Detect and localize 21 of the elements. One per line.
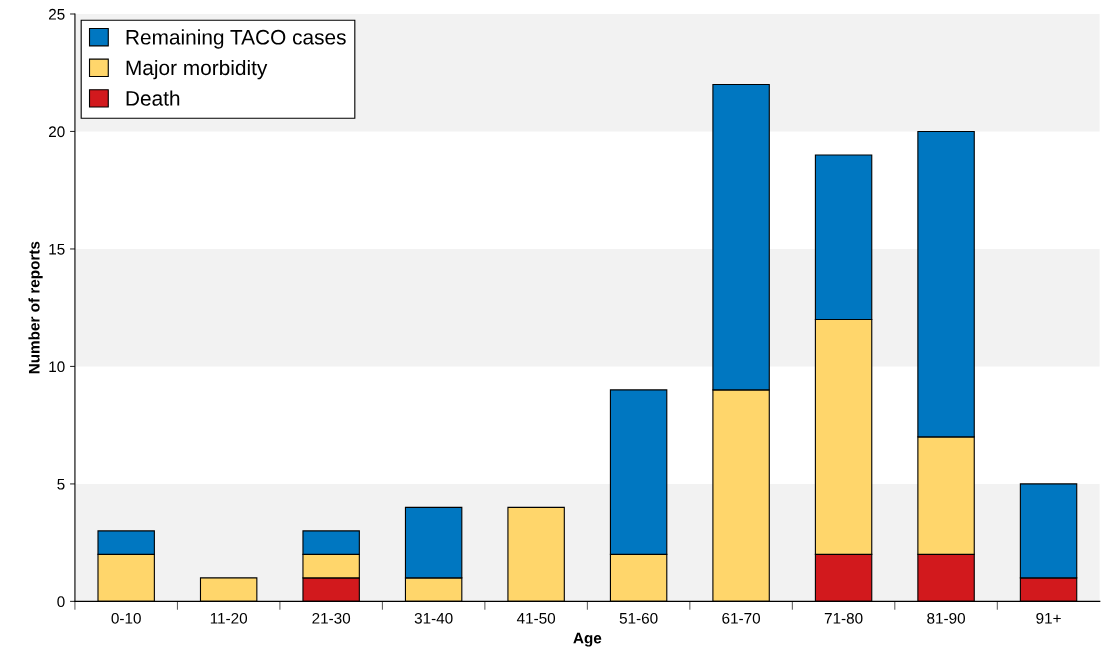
y-tick-label: 15 <box>49 243 65 255</box>
x-tick-label: 61-70 <box>722 612 761 624</box>
y-tick-label: 20 <box>48 126 65 138</box>
x-tick-label: 31-40 <box>414 612 453 624</box>
y-tick-label: 5 <box>57 478 65 490</box>
x-tick-label: 21-30 <box>312 612 351 624</box>
x-tick-label: 51-60 <box>619 612 658 624</box>
y-tick-label: 25 <box>48 8 65 20</box>
legend-label: Remaining TACO cases <box>126 29 346 49</box>
x-tick-label: 91+ <box>1036 612 1061 624</box>
x-tick-label: 71-80 <box>824 612 863 624</box>
x-tick-label: 41-50 <box>516 612 556 624</box>
x-tick-label: 0-10 <box>111 612 141 624</box>
x-tick-label: 11-20 <box>210 612 248 624</box>
y-tick-label: 0 <box>57 596 65 608</box>
x-tick-label: 81-90 <box>927 612 966 624</box>
x-axis-title: Age <box>573 632 602 647</box>
y-axis-title: Number of reports <box>28 241 43 374</box>
legend-label: Major morbidity <box>126 59 268 80</box>
y-tick-label: 10 <box>49 361 65 373</box>
legend-label: Death <box>126 90 180 106</box>
